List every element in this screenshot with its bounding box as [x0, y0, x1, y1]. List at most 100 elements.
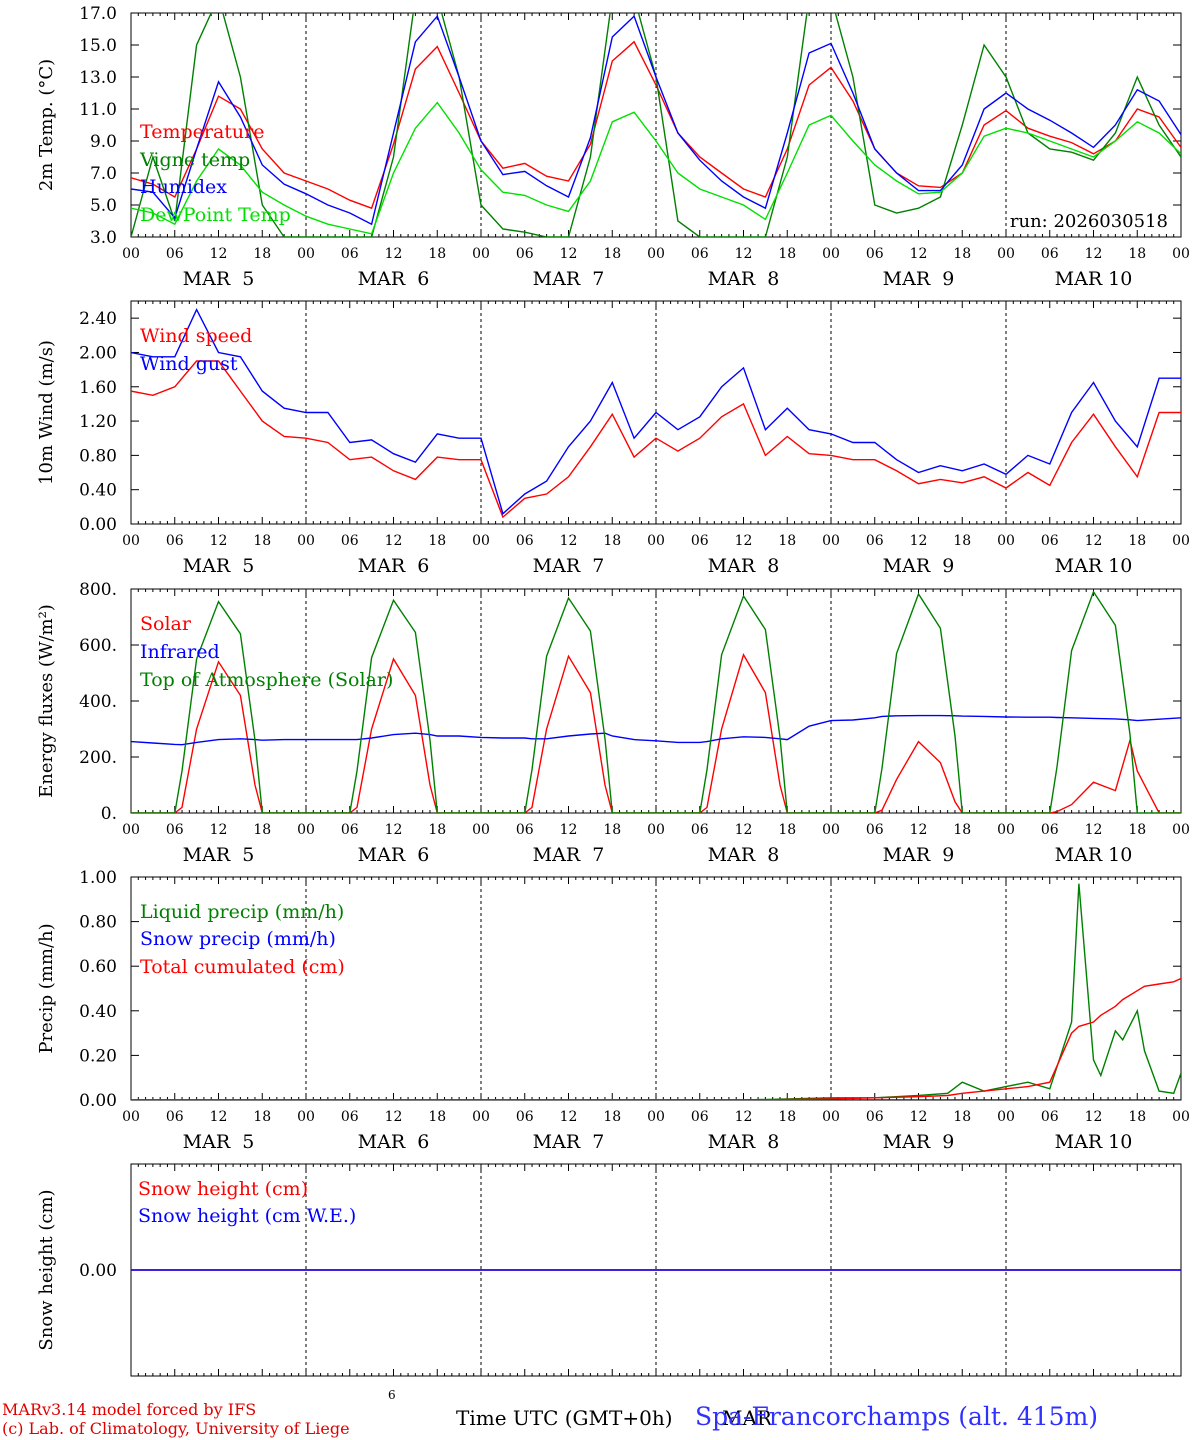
- y-tick-label: 0.00: [79, 515, 117, 535]
- x-tick-label: 00: [1172, 822, 1190, 838]
- x-tick-label: 18: [953, 1109, 971, 1125]
- x-axis-title: Time UTC (GMT+0h): [456, 1406, 673, 1430]
- x-tick-label: 00: [297, 246, 315, 262]
- x-tick-label: 18: [1128, 533, 1146, 549]
- x-tick-label: 00: [997, 822, 1015, 838]
- y-axis-title: 10m Wind (m/s): [36, 340, 57, 485]
- legend-entry: Snow precip (mm/h): [140, 928, 336, 950]
- x-tick-label: 06: [341, 1109, 359, 1125]
- panel-5: 0.00 Snow height (cm) Snow height (cm) Snow…: [36, 1163, 1182, 1377]
- x-tick-label: 00: [122, 1109, 140, 1125]
- x-tick-label: 18: [253, 246, 271, 262]
- series-line-temperature: [131, 40, 1181, 210]
- x-tick-label: 00: [472, 1109, 490, 1125]
- x-tick-label: 00: [822, 533, 840, 549]
- series-line-top-of-atmosphere-solar-: [131, 590, 1181, 813]
- day-label: MAR 6: [358, 268, 430, 290]
- y-tick-label: 1.00: [79, 868, 117, 888]
- day-label: MAR 9: [883, 268, 955, 290]
- x-tick-label: 18: [603, 533, 621, 549]
- day-label: MAR 8: [708, 555, 780, 577]
- y-axis-title: Energy fluxes (W/m²): [36, 604, 57, 798]
- x-tick-label: 06: [1041, 1109, 1059, 1125]
- x-tick-label: 00: [122, 533, 140, 549]
- day-label: MAR 9: [883, 844, 955, 866]
- y-tick-label: 5.0: [90, 196, 117, 216]
- x-tick-label: 06: [166, 822, 184, 838]
- x-tick-label: 18: [428, 822, 446, 838]
- x-tick-label: 12: [735, 533, 753, 549]
- x-tick-label: 06: [691, 533, 709, 549]
- x-tick-label: 06: [341, 246, 359, 262]
- x-tick-label: 12: [560, 1109, 578, 1125]
- series-line-liquid-precip-mm-h-: [131, 883, 1181, 1100]
- legend-entry: Solar: [140, 613, 192, 635]
- x-tick-label: 06: [341, 533, 359, 549]
- x-tick-label: 12: [210, 246, 228, 262]
- x-tick-label: 00: [1172, 533, 1190, 549]
- x-tick-label: 00: [822, 822, 840, 838]
- legend-entry: Top of Atmosphere (Solar): [140, 669, 393, 691]
- x-tick-label: 00: [822, 1109, 840, 1125]
- y-tick-label: 1.20: [79, 412, 117, 432]
- x-tick-label: 12: [385, 246, 403, 262]
- x-tick-label: 18: [1128, 822, 1146, 838]
- panel-3: 00 06 12 18 00 06 12 18 00 06 12 18 00 06 12 18 00 06 12 18…: [36, 580, 1190, 866]
- panel-1: 00 06 12 18 00 06 12 18 00 06 12 18 00 06 12 18 00 06 12 18…: [36, 4, 1190, 290]
- y-tick-label: 15.0: [79, 36, 117, 56]
- x-tick-label: 00: [472, 822, 490, 838]
- x-tick-label: 06: [341, 822, 359, 838]
- x-tick-label: 06: [691, 246, 709, 262]
- y-tick-label: 0.40: [79, 1002, 117, 1022]
- series-line-total-cumulated-cm-: [131, 977, 1181, 1100]
- x-tick-label: 00: [997, 1109, 1015, 1125]
- series-line-infrared: [131, 714, 1181, 746]
- x-tick-label: 12: [385, 533, 403, 549]
- y-tick-label: 0.80: [79, 446, 117, 466]
- x-tick-label: 12: [735, 822, 753, 838]
- stray-label-6: 6: [388, 1388, 396, 1402]
- y-axis-title: 2m Temp. (°C): [36, 59, 57, 191]
- x-tick-label: 00: [122, 822, 140, 838]
- x-tick-label: 18: [1128, 1109, 1146, 1125]
- day-label: MAR 6: [358, 555, 430, 577]
- y-tick-label: 0.20: [79, 1046, 117, 1066]
- x-tick-label: 06: [866, 246, 884, 262]
- legend-entry: Wind speed: [140, 325, 252, 347]
- x-tick-label: 00: [997, 533, 1015, 549]
- day-label: MAR 9: [883, 555, 955, 577]
- x-tick-label: 18: [603, 1109, 621, 1125]
- day-label: MAR 5: [183, 268, 255, 290]
- x-tick-label: 06: [516, 246, 534, 262]
- y-tick-label: 2.40: [79, 309, 117, 329]
- x-tick-label: 18: [778, 1109, 796, 1125]
- y-tick-label: 0.60: [79, 957, 117, 977]
- x-tick-label: 06: [166, 1109, 184, 1125]
- legend-entry: Wind gust: [140, 353, 238, 375]
- legend-entry: Infrared: [140, 641, 220, 663]
- day-label: MAR 5: [183, 1131, 255, 1153]
- x-tick-label: 18: [603, 822, 621, 838]
- legend-entry: Temperature: [140, 121, 264, 143]
- x-tick-label: 12: [210, 822, 228, 838]
- y-tick-label: 200.: [79, 748, 117, 768]
- x-tick-label: 06: [166, 533, 184, 549]
- x-tick-label: 12: [910, 822, 928, 838]
- x-tick-label: 18: [428, 533, 446, 549]
- x-tick-label: 00: [647, 246, 665, 262]
- x-tick-label: 18: [253, 1109, 271, 1125]
- day-label: MAR 7: [533, 268, 605, 290]
- x-tick-label: 12: [910, 246, 928, 262]
- legend-entry: Snow height (cm): [138, 1178, 308, 1200]
- day-label: MAR 10: [1055, 555, 1133, 577]
- legend-entry: DewPoint Temp: [140, 204, 291, 226]
- y-tick-label: 7.0: [90, 164, 117, 184]
- x-tick-label: 18: [778, 246, 796, 262]
- y-tick-label: 0.80: [79, 913, 117, 933]
- x-tick-label: 06: [866, 1109, 884, 1125]
- panel-4: 00 06 12 18 00 06 12 18 00 06 12 18 00 06 12 18 00 06 12 18…: [36, 868, 1190, 1153]
- x-tick-label: 18: [953, 533, 971, 549]
- x-tick-label: 00: [297, 533, 315, 549]
- x-tick-label: 12: [560, 822, 578, 838]
